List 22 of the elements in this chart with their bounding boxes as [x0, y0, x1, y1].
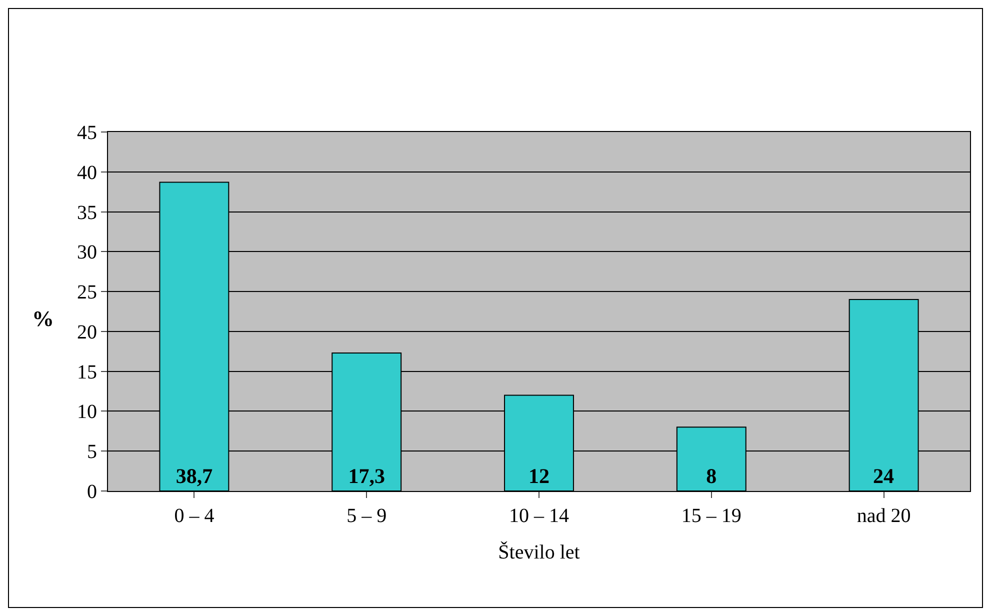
y-tick-label: 20	[77, 321, 97, 344]
x-tick-label: 5 – 9	[346, 505, 387, 527]
data-label: 24	[873, 464, 895, 488]
x-axis-title: Število let	[498, 540, 580, 564]
x-tick-label: 0 – 4	[174, 505, 214, 527]
x-tick-label: nad 20	[856, 505, 911, 527]
y-tick-label: 30	[77, 242, 97, 264]
y-tick-label: 35	[77, 202, 97, 224]
y-tick-label: 40	[77, 162, 97, 184]
x-tick-label: 10 – 14	[509, 505, 569, 527]
data-label: 17,3	[348, 464, 385, 488]
y-tick-label: 25	[77, 282, 97, 304]
data-label: 8	[706, 464, 717, 488]
x-tick-label: 15 – 19	[681, 505, 742, 527]
data-label: 38,7	[176, 464, 213, 488]
y-tick-label: 15	[77, 361, 97, 384]
y-tick-label: 10	[77, 401, 97, 424]
y-tick-label: 45	[77, 122, 97, 144]
y-tick-label: 5	[87, 441, 97, 464]
y-axis-title: %	[32, 306, 54, 331]
data-label: 12	[528, 464, 550, 488]
y-tick-label: 0	[87, 481, 97, 503]
